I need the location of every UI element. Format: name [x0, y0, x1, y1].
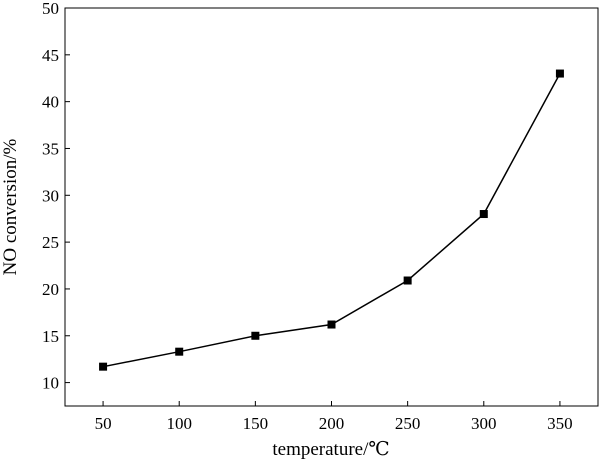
data-point	[175, 347, 184, 356]
data-point	[479, 210, 488, 219]
data-point	[555, 69, 564, 78]
y-tick-label: 35	[42, 139, 59, 158]
x-tick-label: 50	[95, 414, 112, 433]
data-point	[251, 331, 260, 340]
data-point	[403, 276, 412, 285]
y-axis: 10 15 20 25 30 35 40 45 50	[42, 0, 70, 393]
y-tick-label: 30	[42, 186, 59, 205]
x-tick-label: 100	[166, 414, 192, 433]
y-tick-label: 45	[42, 46, 59, 65]
data-point	[327, 320, 336, 329]
data-points	[99, 69, 564, 371]
y-axis-label: NO conversion/%	[0, 138, 21, 275]
y-tick-label: 50	[42, 0, 59, 18]
y-tick-label: 20	[42, 280, 59, 299]
y-tick-label: 15	[42, 327, 59, 346]
x-axis: 50 100 150 200 250 300 350	[95, 401, 573, 433]
y-tick-label: 40	[42, 93, 59, 112]
x-tick-label: 350	[547, 414, 573, 433]
y-tick-label: 10	[42, 374, 59, 393]
x-tick-label: 250	[395, 414, 421, 433]
plot-frame	[64, 7, 599, 407]
data-point	[99, 362, 108, 371]
x-tick-label: 300	[471, 414, 497, 433]
x-tick-label: 150	[243, 414, 269, 433]
y-tick-label: 25	[42, 233, 59, 252]
x-tick-label: 200	[319, 414, 345, 433]
x-axis-label: temperature/℃	[272, 439, 389, 460]
